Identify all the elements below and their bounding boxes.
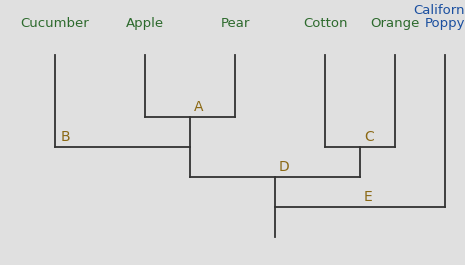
Text: Apple: Apple — [126, 17, 164, 30]
Text: California
Poppy: California Poppy — [413, 4, 465, 30]
Text: Cotton: Cotton — [303, 17, 347, 30]
Text: Orange: Orange — [370, 17, 420, 30]
Text: A: A — [194, 100, 204, 114]
Text: Pear: Pear — [220, 17, 250, 30]
Text: D: D — [279, 160, 290, 174]
Text: E: E — [364, 190, 373, 204]
Text: B: B — [61, 130, 71, 144]
Text: Cucumber: Cucumber — [20, 17, 89, 30]
Text: C: C — [364, 130, 374, 144]
